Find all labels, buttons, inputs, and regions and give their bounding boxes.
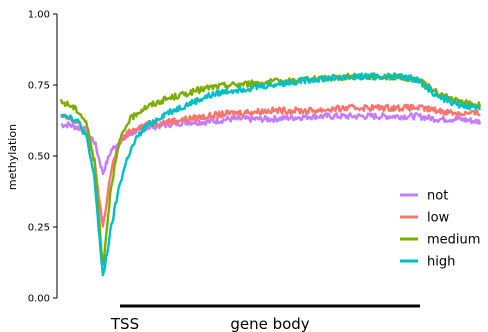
legend-label-medium: medium	[427, 233, 480, 248]
tss-label: TSS	[110, 315, 139, 332]
y-tick-label: 0.50	[28, 152, 50, 163]
y-tick-label: 1.00	[28, 10, 50, 21]
series-line-low	[59, 103, 481, 228]
x-region-annotation: TSS gene body	[110, 304, 420, 332]
legend: not low medium high	[400, 189, 480, 270]
gene-body-label: gene body	[230, 315, 309, 332]
legend-label-not: not	[427, 189, 448, 204]
series-layer	[59, 72, 482, 277]
y-tick-label: 0.75	[28, 81, 50, 92]
legend-label-low: low	[427, 211, 450, 226]
y-tick-label: 0.00	[28, 294, 50, 305]
y-tick-label: 0.25	[28, 223, 50, 234]
legend-label-high: high	[427, 255, 455, 270]
series-line-high	[60, 72, 482, 277]
y-axis-title: methylation	[6, 124, 19, 190]
y-axis: 0.00 0.25 0.50 0.75 1.00	[28, 10, 58, 305]
series-line-not	[60, 111, 482, 176]
